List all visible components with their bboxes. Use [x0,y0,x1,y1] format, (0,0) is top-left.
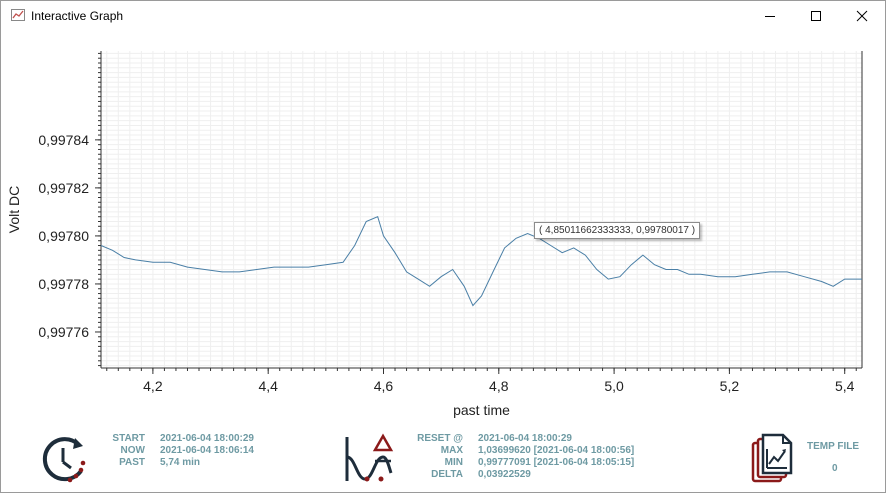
y-axis-label: Volt DC [6,186,22,233]
temp-file-label: TEMP FILE [807,441,860,452]
status-footer: START 2021-06-04 18:00:29 NOW 2021-06-04… [1,423,885,492]
close-icon [856,10,868,22]
close-button[interactable] [839,1,885,31]
chart-grid [101,51,862,368]
y-tick-label: 0,99776 [38,324,89,340]
minimize-icon [765,16,775,17]
series-line [100,216,862,307]
x-axis-label: past time [453,402,510,418]
y-axis-ticks: 0,99776 0,99778 0,99780 0,99782 0,99784 [38,52,101,367]
max-value: 1,03699620 [2021-06-04 18:00:56] [478,445,635,456]
x-axis-ticks: 4,2 4,4 4,6 4,8 5,0 5,2 5,4 [106,368,857,394]
data-point-tooltip: ( 4,85011662333333, 0,99780017 ) [534,222,701,239]
min-value: 0,99777091 [2021-06-04 18:05:15] [478,457,635,468]
x-tick-label: 5,0 [604,378,624,394]
y-tick-label: 0,99784 [38,132,89,148]
reset-value: 2021-06-04 18:00:29 [478,433,572,444]
maximize-button[interactable] [793,1,839,31]
delta-label: DELTA [431,469,463,480]
y-tick-label: 0,99782 [38,180,89,196]
past-value: 5,74 min [160,457,201,468]
y-tick-label: 0,99778 [38,276,89,292]
history-clock-icon [42,437,86,483]
now-label: NOW [120,445,145,456]
window-title: Interactive Graph [31,9,124,23]
maximize-icon [811,11,821,21]
title-bar[interactable]: Interactive Graph [1,1,885,31]
min-label: MIN [444,457,463,468]
graph-app-icon [11,9,25,21]
chart-axes [100,51,863,369]
x-tick-label: 5,4 [835,378,855,394]
past-label: PAST [119,457,145,468]
start-label: START [112,433,145,444]
y-tick-label: 0,99780 [38,228,89,244]
plot-background [101,51,862,368]
delta-value: 0,03922529 [478,469,531,480]
line-chart[interactable]: 4,2 4,4 4,6 4,8 5,0 5,2 5,4 0,997760,997780,99… [1,31,885,423]
chart-panel[interactable]: 4,2 4,4 4,6 4,8 5,0 5,2 5,4 0,99776 0,99778 0,99… [1,31,885,423]
reset-label: RESET @ [417,433,463,444]
minimize-button[interactable] [747,1,793,31]
max-label: MAX [440,445,463,456]
x-tick-label: 4,4 [258,378,278,394]
now-value: 2021-06-04 18:06:14 [160,445,254,456]
x-tick-label: 4,2 [143,378,163,394]
x-tick-label: 5,2 [720,378,740,394]
temp-file-chart-icon[interactable] [751,433,797,485]
x-tick-label: 4,6 [374,378,394,394]
temp-file-value: 0 [832,463,838,474]
start-value: 2021-06-04 18:00:29 [160,433,254,444]
delta-wave-icon [345,433,394,482]
x-tick-label: 4,8 [489,378,509,394]
